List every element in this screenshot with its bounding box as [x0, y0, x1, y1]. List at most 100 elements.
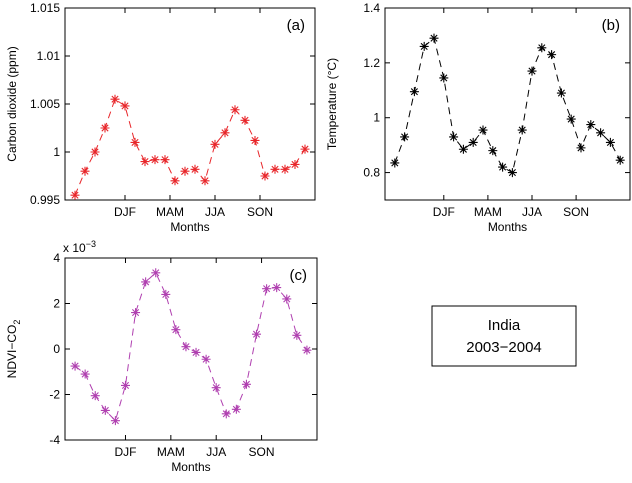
data-point: [80, 166, 90, 176]
data-point: [596, 128, 606, 138]
data-point: [120, 101, 130, 111]
data-point: [468, 137, 478, 147]
y-axis-label-text: Carbon dioxide (ppm): [5, 46, 19, 161]
data-point: [80, 369, 90, 379]
series-line: [74, 98, 306, 196]
data-point: [449, 132, 459, 142]
y-multiplier-base: x 10: [63, 241, 86, 255]
data-point: [221, 409, 231, 419]
data-point: [140, 157, 150, 167]
x-tick-label: SON: [563, 205, 589, 219]
data-point: [171, 325, 181, 335]
x-tick-label: JJA: [206, 445, 226, 459]
series-line: [394, 37, 621, 174]
data-point: [586, 120, 596, 130]
y-tick-label: -4: [49, 433, 60, 447]
data-point: [260, 171, 270, 181]
data-point: [547, 50, 557, 60]
data-point: [90, 147, 100, 157]
data-point: [576, 143, 586, 153]
data-point: [478, 125, 488, 135]
y-axis-label-subscript: 2: [12, 320, 22, 325]
series-line: [74, 271, 308, 422]
data-point: [615, 155, 625, 165]
data-point: [100, 123, 110, 133]
data-point: [231, 404, 241, 414]
y-tick-label: 0.8: [363, 166, 380, 180]
data-point: [419, 41, 429, 51]
data-point: [131, 308, 141, 318]
data-point: [160, 155, 170, 165]
data-point: [110, 416, 120, 426]
data-point: [210, 139, 220, 149]
data-point: [290, 159, 300, 169]
panel-label: (a): [287, 17, 305, 34]
x-tick-label: DJF: [114, 205, 136, 219]
data-point: [201, 354, 211, 364]
data-point: [250, 135, 260, 145]
data-point: [488, 146, 498, 156]
panel-label: (b): [602, 17, 620, 34]
y-tick-label: 1.4: [363, 1, 380, 15]
y-tick-label: -2: [49, 388, 60, 402]
data-point: [241, 379, 251, 389]
axes-box: [384, 7, 631, 201]
info-box: [431, 305, 577, 367]
data-point: [70, 190, 80, 200]
x-axis-label: Months: [170, 220, 209, 234]
y-tick-label: 0: [53, 342, 60, 356]
data-point: [180, 166, 190, 176]
data-point: [292, 330, 302, 340]
data-point: [270, 164, 280, 174]
data-point: [566, 114, 576, 124]
data-point: [151, 268, 161, 278]
data-point: [272, 283, 282, 293]
x-tick-label: SON: [247, 205, 273, 219]
data-point: [70, 361, 80, 371]
panel-label: (c): [290, 267, 308, 284]
data-point: [498, 162, 508, 172]
data-point: [262, 284, 272, 294]
y-tick-label: 4: [53, 251, 60, 265]
data-point: [507, 168, 517, 178]
data-point: [605, 137, 615, 147]
data-point: [282, 294, 292, 304]
data-point: [390, 158, 400, 168]
data-point: [517, 125, 527, 135]
y-axis-label: Carbon dioxide (ppm): [5, 46, 19, 161]
x-tick-label: DJF: [433, 205, 455, 219]
y-tick-label: 2: [53, 297, 60, 311]
y-axis-label: Temperature (°C): [325, 58, 339, 150]
y-axis-label: NDVI−CO2: [5, 320, 22, 379]
data-point: [161, 289, 171, 299]
y-tick-label: 1.005: [30, 97, 60, 111]
data-point: [181, 342, 191, 352]
data-point: [120, 380, 130, 390]
y-axis-label-text: NDVI−CO: [5, 325, 19, 379]
data-point: [90, 391, 100, 401]
y-axis-label-text: Temperature (°C): [325, 58, 339, 150]
data-point: [190, 164, 200, 174]
data-point: [252, 329, 262, 339]
y-multiplier-exponent: −3: [86, 239, 96, 249]
x-tick-label: DJF: [114, 445, 136, 459]
data-point: [439, 73, 449, 83]
data-point: [130, 137, 140, 147]
data-point: [280, 164, 290, 174]
y-tick-label: 1: [53, 145, 60, 159]
y-tick-label: 1.015: [30, 1, 60, 15]
y-tick-label: 1.2: [363, 56, 380, 70]
x-tick-label: JJA: [205, 205, 225, 219]
data-point: [458, 144, 468, 154]
y-tick-label: 0.995: [30, 193, 60, 207]
data-point: [110, 94, 120, 104]
x-tick-label: MAM: [157, 445, 185, 459]
data-point: [400, 132, 410, 142]
y-multiplier: x 10−3: [63, 239, 96, 255]
data-point: [240, 115, 250, 125]
y-tick-label: 1: [373, 111, 380, 125]
data-point: [191, 347, 201, 357]
data-point: [150, 155, 160, 165]
data-point: [556, 88, 566, 98]
